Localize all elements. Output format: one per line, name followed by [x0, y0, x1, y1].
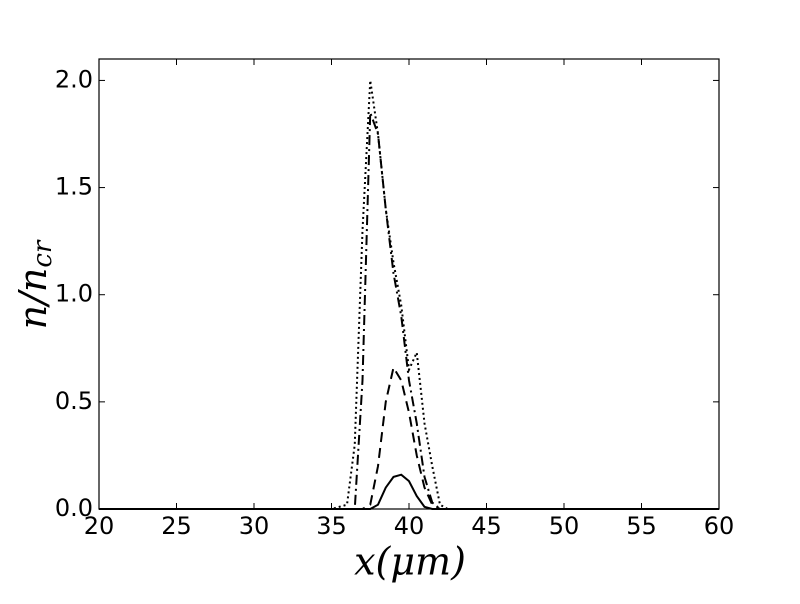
x-tick-label: 35: [316, 512, 347, 540]
x-tick-label: 50: [549, 512, 580, 540]
x-tick-label: 55: [626, 512, 657, 540]
x-tick-label: 60: [704, 512, 735, 540]
y-tick-label: 2.0: [55, 65, 93, 93]
y-axis-label: n/ncr: [11, 239, 59, 329]
x-tick-label: 25: [161, 512, 192, 540]
y-tick-label: 1.0: [55, 280, 93, 308]
y-tick-label: 0.0: [55, 494, 93, 522]
x-tick-label: 45: [471, 512, 502, 540]
y-axis-label-main: n/n: [11, 268, 55, 330]
y-tick-label: 1.5: [55, 173, 93, 201]
x-axis-label: x(μm): [354, 540, 466, 584]
y-tick-label: 0.5: [55, 387, 93, 415]
y-axis-label-sub: cr: [28, 239, 58, 268]
x-tick-label: 30: [239, 512, 270, 540]
x-tick-label: 40: [394, 512, 425, 540]
x-tick-label: 20: [84, 512, 115, 540]
y-axis-label-group: n/ncr: [11, 239, 59, 329]
